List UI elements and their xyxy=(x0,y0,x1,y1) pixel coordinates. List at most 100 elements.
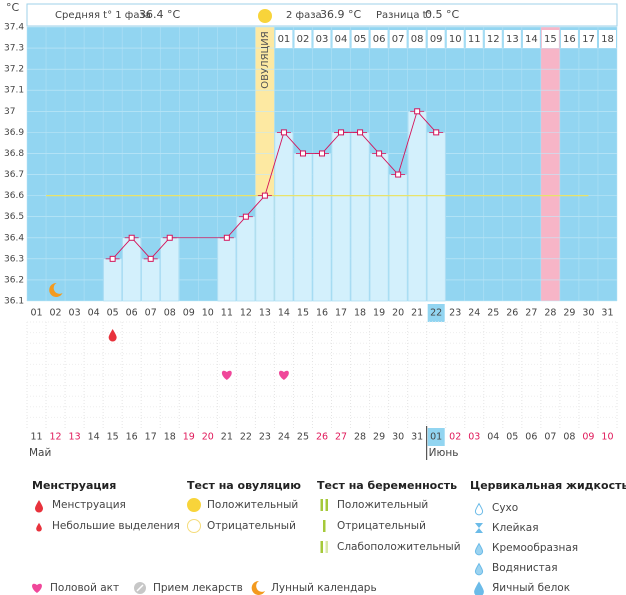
date-label: 31 xyxy=(411,432,423,443)
date-label: 26 xyxy=(316,432,328,443)
phase-day-label: 04 xyxy=(335,34,348,45)
phase2-label: 2 фаза xyxy=(286,10,322,21)
temperature-point xyxy=(357,129,364,136)
temperature-bar xyxy=(312,153,332,302)
date-label: 23 xyxy=(259,432,271,443)
phase-day-box xyxy=(446,30,464,48)
y-tick-label: 36.2 xyxy=(4,275,24,285)
date-label: 17 xyxy=(145,432,157,443)
date-label: 10 xyxy=(601,432,613,443)
temperature-point xyxy=(109,255,116,262)
x-tick-label: 06 xyxy=(126,308,138,319)
x-tick-label: 27 xyxy=(525,308,537,319)
test-icon xyxy=(323,520,326,532)
phase-day-box xyxy=(484,30,502,48)
legend-extra: Прием лекарств xyxy=(153,582,243,594)
diff-value: 0.5 °C xyxy=(425,8,459,21)
temperature-bar xyxy=(331,132,351,302)
phase-day-label: 10 xyxy=(449,34,462,45)
x-tick-label: 21 xyxy=(411,308,423,319)
phase-day-box xyxy=(332,30,350,48)
ovulation-label: ОВУЛЯЦИЯ xyxy=(260,31,271,89)
drop-icon xyxy=(474,562,484,576)
x-tick-label: 01 xyxy=(30,308,42,319)
phase-day-label: 14 xyxy=(525,34,538,45)
phase-day-box xyxy=(313,30,331,48)
moon-icon xyxy=(49,282,63,297)
date-label: 25 xyxy=(297,432,309,443)
sun-icon xyxy=(258,9,272,23)
temperature-point xyxy=(414,108,421,115)
date-label: 29 xyxy=(373,432,385,443)
temperature-point xyxy=(242,213,249,220)
phase-day-box xyxy=(560,30,578,48)
legend-item: Яичный белок xyxy=(492,582,570,594)
x-tick-label: 24 xyxy=(468,308,480,319)
phase-day-label: 02 xyxy=(297,34,310,45)
phase-day-box xyxy=(351,30,369,48)
x-tick-label: 17 xyxy=(335,308,347,319)
date-label: 16 xyxy=(126,432,138,443)
legend-extra: Лунный календарь xyxy=(271,582,377,594)
date-label: 06 xyxy=(525,432,537,443)
x-tick-label: 15 xyxy=(297,308,309,319)
phase1-value: 36.4 °C xyxy=(139,8,180,21)
date-label: 07 xyxy=(544,432,556,443)
y-tick-label: 36.7 xyxy=(4,170,24,180)
test-icon xyxy=(325,499,328,511)
date-label: 30 xyxy=(392,432,404,443)
y-tick-label: 37 xyxy=(4,107,15,117)
legend-item: Клейкая xyxy=(492,522,539,534)
x-tick-label: 03 xyxy=(69,308,81,319)
y-tick-label: 36.1 xyxy=(4,297,24,307)
legend-item: Кремообразная xyxy=(492,542,578,554)
temperature-bar xyxy=(426,132,446,302)
phase-day-label: 07 xyxy=(392,34,405,45)
date-label: 14 xyxy=(88,432,100,443)
temperature-point xyxy=(299,150,306,157)
phase-day-label: 18 xyxy=(601,34,614,45)
month-label: Май xyxy=(29,447,51,459)
today-box xyxy=(427,304,445,322)
x-tick-label: 23 xyxy=(449,308,461,319)
legend-item: Менструация xyxy=(52,499,126,511)
temperature-bar xyxy=(293,153,313,302)
y-tick-label: 37.2 xyxy=(4,65,24,75)
x-tick-label: 14 xyxy=(278,308,290,319)
temperature-point xyxy=(319,150,325,157)
phase-day-label: 06 xyxy=(373,34,386,45)
test-icon xyxy=(320,541,323,553)
x-tick-label: 31 xyxy=(601,308,613,319)
phase1-label: Средняя t° 1 фаза xyxy=(55,10,151,21)
temperature-bar xyxy=(388,174,408,302)
date-label: 04 xyxy=(487,432,499,443)
temperature-bar xyxy=(407,111,427,302)
legend-item: Небольшие выделения xyxy=(52,520,180,532)
ovulation-icon xyxy=(187,519,201,533)
heart-icon xyxy=(32,583,42,593)
date-label: 22 xyxy=(240,432,252,443)
legend-extra: Половой акт xyxy=(50,582,119,594)
date-label: 11 xyxy=(30,432,42,443)
temperature-bar xyxy=(236,216,256,302)
heart-icon xyxy=(278,370,289,380)
phase-day-label: 11 xyxy=(468,34,481,45)
temperature-bar xyxy=(103,258,122,302)
temperature-point xyxy=(376,150,383,157)
temperature-bar xyxy=(160,237,180,302)
temperature-line xyxy=(226,110,437,239)
date-label: 13 xyxy=(69,432,81,443)
phase-day-label: 17 xyxy=(582,34,595,45)
moon-icon xyxy=(251,580,265,595)
y-tick-label: 36.6 xyxy=(4,191,24,201)
drop-icon xyxy=(36,522,42,532)
predicted-period-column xyxy=(540,27,560,301)
drop-icon xyxy=(474,502,484,516)
phase2-value: 36.9 °C xyxy=(320,8,361,21)
date-label: 24 xyxy=(278,432,290,443)
legend-item: Слабоположительный xyxy=(337,541,461,553)
y-tick-label: 36.4 xyxy=(4,233,24,243)
date-label: 03 xyxy=(468,432,480,443)
y-tick-label: 36.8 xyxy=(4,149,24,159)
